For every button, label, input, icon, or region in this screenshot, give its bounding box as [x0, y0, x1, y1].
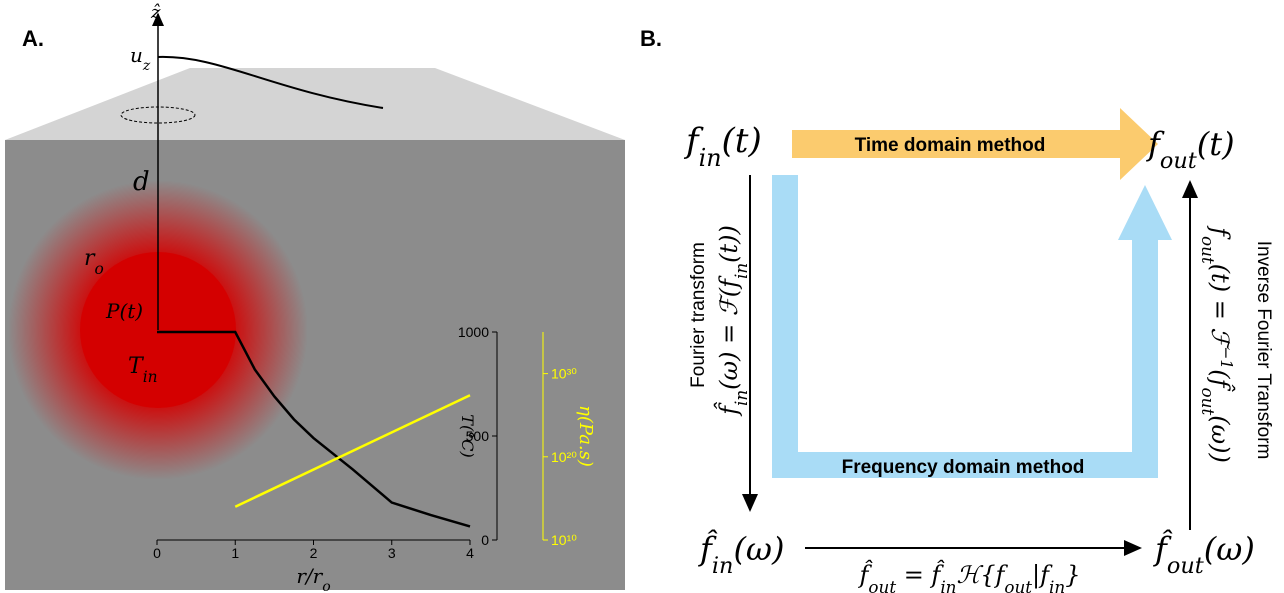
uz-label: uz — [130, 43, 151, 74]
equation: fout(t) = ℱ−1(f̂out(ω)) — [1198, 225, 1235, 463]
math-part: out — [1160, 148, 1198, 174]
math-part: ℋ{f — [957, 561, 1009, 589]
math-part: (ω) — [733, 530, 784, 568]
time-arrow — [792, 108, 1158, 180]
math-part: |f — [1032, 561, 1053, 590]
math-part: out — [868, 577, 896, 593]
x-tick-label: 4 — [466, 545, 474, 561]
x-tick-label: 0 — [153, 545, 161, 561]
node-label: fout(t) — [1146, 125, 1235, 174]
math-part: (t)) — [715, 225, 743, 263]
y2-axis-label: η(Pa.s) — [575, 405, 596, 467]
math-part: (ω) — [1204, 530, 1255, 568]
math-part: = f̂ — [896, 560, 945, 589]
panel-label: A. — [22, 26, 44, 51]
y-tick-label: 1000 — [458, 324, 489, 340]
math-part: u — [130, 43, 143, 67]
math-part: (t) — [1197, 125, 1235, 163]
math-part: out — [1198, 388, 1218, 416]
y-axis-label: T(°C) — [458, 414, 477, 457]
math-part: r/r — [296, 564, 323, 588]
math-part: (t) — [722, 121, 762, 161]
method-label: Frequency domain method — [842, 457, 1085, 478]
equation: f̂in(ω) = ℱ(fin(t)) — [714, 225, 751, 417]
ring — [120, 106, 196, 124]
x-tick-label: 2 — [310, 545, 318, 561]
y-tick-label: 0 — [481, 532, 489, 548]
math-part: in — [143, 368, 158, 386]
ro-label: ro — [84, 246, 104, 278]
chart: 0 1 2 3 4 r/ro 0 500 1000 T(°C) 10¹⁰ 10²⁰ 10³⁰ η(Pa.s… — [153, 324, 596, 593]
y2-tick-label: 10²⁰ — [551, 449, 577, 465]
math-part: in — [1049, 577, 1065, 593]
math-part: out — [1167, 553, 1205, 579]
uplift-curve — [157, 55, 384, 109]
tin-label: Tin — [128, 354, 158, 386]
node-label: f̂out(ω) — [1153, 529, 1255, 579]
math-part: r — [84, 246, 96, 271]
math-part: o — [95, 260, 104, 278]
data-line — [234, 394, 471, 508]
equation: f̂out = f̂inℋ{fout|fin} — [858, 560, 1081, 593]
math-part: z — [142, 58, 151, 74]
math-part: } — [1065, 561, 1080, 589]
math-part: in — [699, 144, 722, 172]
node-label: f̂in(ω) — [698, 529, 785, 579]
y2-tick-label: 10¹⁰ — [551, 532, 577, 548]
surface — [5, 68, 625, 140]
panel-label: B. — [640, 26, 662, 51]
d-label: d — [133, 167, 150, 197]
data-line — [157, 330, 471, 528]
x-tick-label: 1 — [231, 545, 239, 561]
method-label: Time domain method — [855, 135, 1046, 156]
x-tick-label: 3 — [388, 545, 396, 561]
math-part: in — [940, 577, 956, 593]
y2-tick-label: 10³⁰ — [551, 366, 577, 382]
z-label: ẑ — [150, 2, 161, 23]
math-part: (f̂ — [1206, 369, 1235, 392]
math-part: in — [712, 553, 734, 579]
math-part: in — [731, 263, 751, 279]
math-part: T — [128, 354, 145, 379]
math-part: (ω) = ℱ(f — [715, 275, 743, 390]
math-part: out — [1198, 236, 1218, 264]
math-part: (t) = ℱ — [1206, 264, 1234, 351]
transform-label: Inverse Fourier Transform — [1253, 241, 1274, 460]
p-label: P(t) — [105, 299, 143, 323]
y-tick-label: 500 — [466, 428, 490, 444]
math-part: out — [1004, 577, 1032, 593]
math-part: (ω)) — [1206, 415, 1234, 463]
x-axis-label: r/ro — [296, 564, 330, 593]
math-part: o — [322, 579, 330, 593]
node-label: fin(t) — [683, 121, 762, 172]
math-part: in — [731, 390, 751, 406]
transform-label: Fourier transform — [688, 242, 709, 388]
math-part: −1 — [1217, 346, 1235, 369]
frequency-arrow — [772, 175, 1172, 478]
